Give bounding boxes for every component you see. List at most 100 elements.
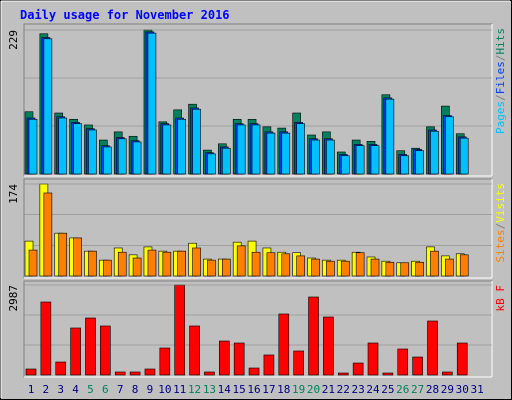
bar [251,251,261,277]
bar [192,108,201,175]
bar [204,371,215,376]
legend-separator: / [494,55,507,62]
bar [58,117,68,175]
bar [58,232,68,277]
x-tick-label: 27 [411,383,424,396]
legend-entry: Files [494,61,507,94]
bar [88,129,97,175]
bar [281,132,291,175]
bar [326,139,335,175]
legend: kB F [494,285,507,312]
legend-separator: / [494,223,507,230]
bar [28,118,38,175]
bar [427,320,438,376]
bar [412,356,423,376]
bar [456,342,468,376]
bar [73,123,82,175]
bar [132,257,142,277]
bar [430,130,439,175]
bar [55,361,67,376]
x-tick-label: 9 [147,383,154,396]
bar [266,252,276,277]
bar [192,247,201,277]
x-tick-label: 28 [426,383,439,396]
x-tick-label: 3 [57,383,64,396]
bar [162,251,172,277]
bar [337,372,349,376]
bar [43,38,53,175]
bar [88,250,97,277]
bar [385,261,395,277]
bar [459,254,469,277]
x-tick-label: 11 [173,383,186,396]
legend-entry: kB F [494,285,507,312]
x-tick-label: 24 [366,383,380,396]
bar [129,371,141,376]
x-tick-label: 20 [307,383,320,396]
bar [207,259,216,277]
bar [251,124,261,175]
bar [266,132,276,175]
x-tick-label: 25 [381,383,394,396]
x-tick-label: 30 [456,383,469,396]
bar [248,367,260,376]
bar [311,258,320,277]
bar [445,116,454,175]
bar [174,284,185,376]
legend-entry: Sites [494,229,507,262]
legend: Pages/Files/Hits [494,28,507,134]
legend-entry: Pages [494,101,507,134]
bar [207,153,216,175]
bar [236,245,246,277]
x-tick-label: 10 [158,383,171,396]
bar [236,124,246,175]
bar [442,371,453,376]
bar [397,348,409,376]
bar [293,350,304,376]
x-tick-label: 7 [117,383,124,396]
bar [355,145,365,175]
x-tick-label: 12 [188,383,201,396]
bar [370,145,380,175]
bar [278,313,290,376]
bar [400,262,410,277]
bar [263,354,275,376]
y-tick-label: 229 [7,30,20,50]
bar [367,342,379,376]
bar [281,253,291,277]
x-tick-label: 13 [203,383,216,396]
legend-entry: Hits [494,28,507,55]
bar [445,258,454,277]
bar [415,150,424,175]
bar [177,250,186,277]
bar [222,147,231,175]
bar [430,250,439,277]
bar [459,137,469,175]
bar [400,155,410,175]
x-tick-label: 1 [28,383,35,396]
bar [340,260,350,277]
bar [222,258,231,277]
bar [308,296,319,376]
bar [382,372,394,376]
x-tick-label: 26 [396,383,409,396]
x-tick-label: 2 [43,383,50,396]
x-tick-label: 8 [132,383,139,396]
bar [296,123,305,175]
x-tick-label: 15 [233,383,246,396]
x-tick-label: 19 [292,383,305,396]
legend-entry: Visits [494,183,507,223]
bar [100,325,111,376]
bar [114,371,126,376]
bar [415,261,424,277]
x-tick-label: 31 [470,383,483,396]
x-tick-label: 5 [87,383,94,396]
bar [103,146,112,175]
legend: Sites/Visits [494,183,507,263]
bar [296,255,305,277]
bar [28,249,38,277]
bar [352,362,364,376]
legend-separator: / [494,94,507,101]
